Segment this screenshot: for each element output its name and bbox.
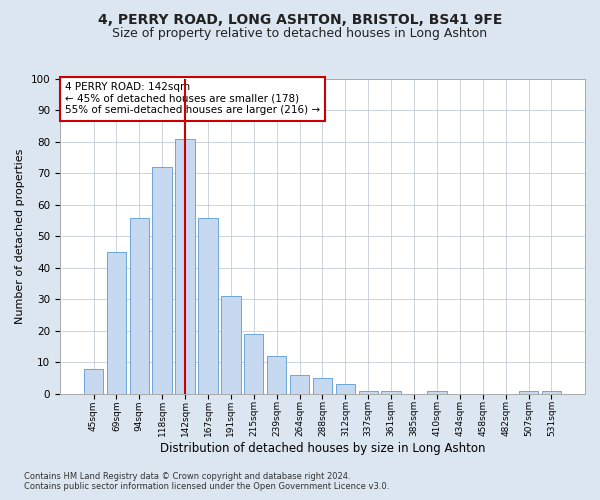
Y-axis label: Number of detached properties: Number of detached properties — [15, 148, 25, 324]
Bar — [382, 390, 401, 394]
Bar — [198, 218, 218, 394]
Bar — [244, 334, 263, 394]
Bar — [221, 296, 241, 394]
Bar — [107, 252, 126, 394]
Bar — [175, 139, 195, 394]
Bar — [359, 390, 378, 394]
Bar — [335, 384, 355, 394]
Bar — [542, 390, 561, 394]
Bar — [267, 356, 286, 394]
Text: 4, PERRY ROAD, LONG ASHTON, BRISTOL, BS41 9FE: 4, PERRY ROAD, LONG ASHTON, BRISTOL, BS4… — [98, 12, 502, 26]
Bar — [290, 375, 309, 394]
Bar — [427, 390, 446, 394]
Bar — [130, 218, 149, 394]
Bar — [84, 368, 103, 394]
Text: Size of property relative to detached houses in Long Ashton: Size of property relative to detached ho… — [112, 28, 488, 40]
Bar — [519, 390, 538, 394]
Text: Contains public sector information licensed under the Open Government Licence v3: Contains public sector information licen… — [24, 482, 389, 491]
Bar — [152, 167, 172, 394]
X-axis label: Distribution of detached houses by size in Long Ashton: Distribution of detached houses by size … — [160, 442, 485, 455]
Text: 4 PERRY ROAD: 142sqm
← 45% of detached houses are smaller (178)
55% of semi-deta: 4 PERRY ROAD: 142sqm ← 45% of detached h… — [65, 82, 320, 116]
Bar — [313, 378, 332, 394]
Text: Contains HM Land Registry data © Crown copyright and database right 2024.: Contains HM Land Registry data © Crown c… — [24, 472, 350, 481]
